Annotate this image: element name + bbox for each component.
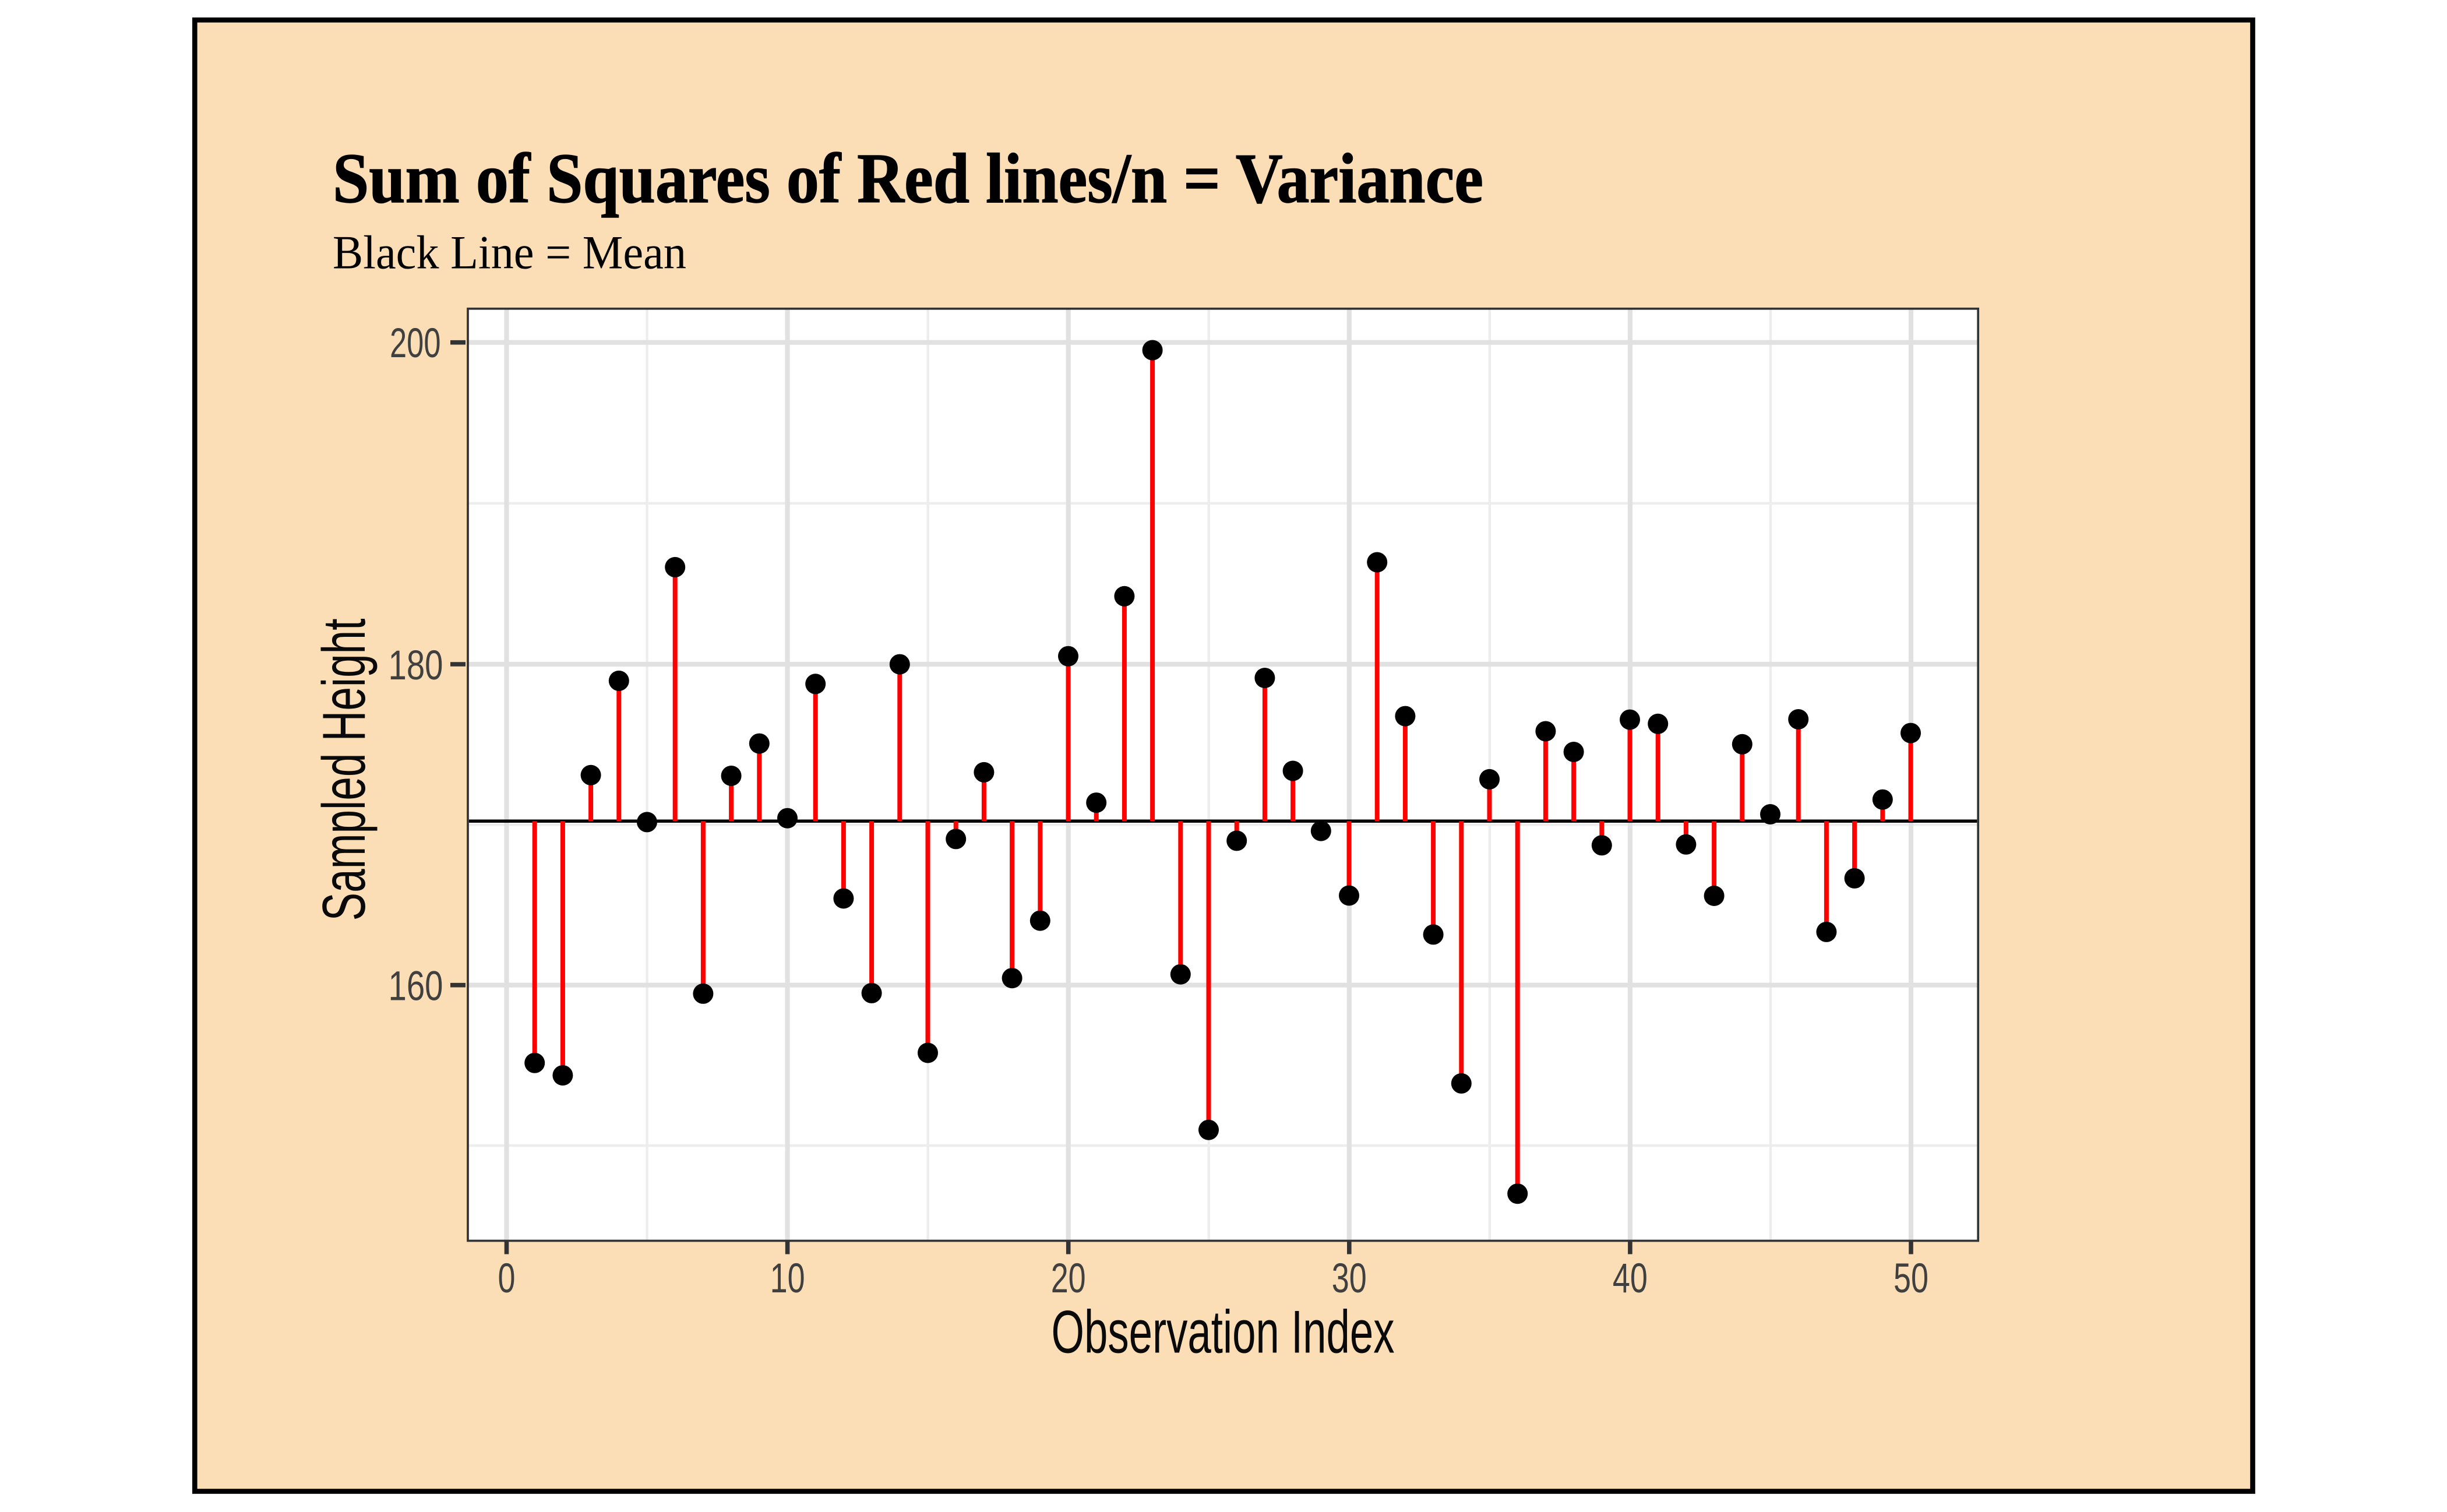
svg-text:180: 180 xyxy=(389,643,443,689)
svg-text:40: 40 xyxy=(1613,1256,1648,1302)
svg-text:Observation Index: Observation Index xyxy=(1052,1298,1395,1366)
svg-text:20: 20 xyxy=(1051,1256,1086,1302)
svg-text:200: 200 xyxy=(390,320,441,366)
svg-text:160: 160 xyxy=(389,964,443,1010)
svg-text:Sampled Height: Sampled Height xyxy=(311,618,378,921)
svg-text:10: 10 xyxy=(770,1256,805,1302)
svg-text:30: 30 xyxy=(1332,1256,1367,1302)
svg-text:Black Line = Mean: Black Line = Mean xyxy=(333,226,686,279)
svg-text:Sum of Squares of Red lines/n: Sum of Squares of Red lines/n = Variance xyxy=(333,139,1483,218)
svg-text:50: 50 xyxy=(1894,1256,1928,1302)
svg-text:0: 0 xyxy=(498,1256,516,1302)
